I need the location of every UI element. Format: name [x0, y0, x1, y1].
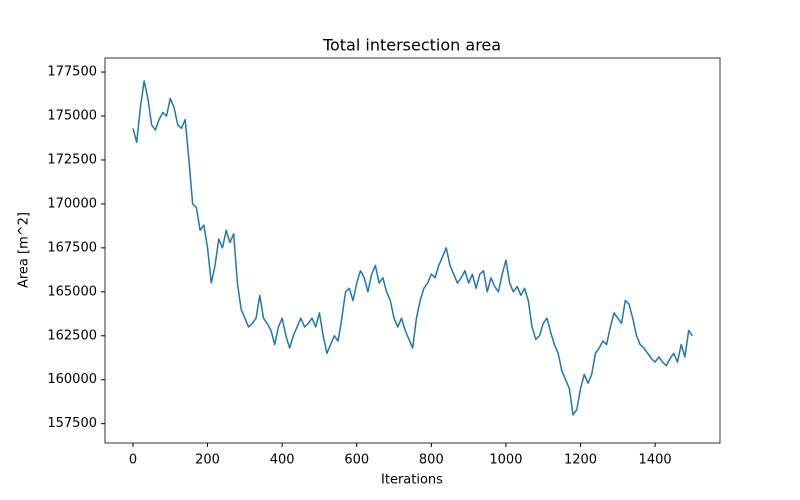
y-tick-label: 165000: [47, 284, 97, 299]
y-tick-label: 170000: [47, 196, 97, 211]
x-tick-label: 200: [195, 453, 220, 468]
x-tick-label: 0: [129, 453, 137, 468]
y-tick-label: 177500: [47, 65, 97, 80]
y-tick-label: 172500: [47, 152, 97, 167]
y-tick-label: 167500: [47, 240, 97, 255]
chart-title: Total intersection area: [322, 36, 501, 55]
y-axis-label: Area [m^2]: [17, 212, 32, 288]
y-tick-label: 175000: [47, 109, 97, 124]
x-tick-label: 600: [344, 453, 369, 468]
x-tick-label: 1000: [489, 453, 522, 468]
x-tick-label: 1400: [639, 453, 672, 468]
x-tick-label: 1200: [564, 453, 597, 468]
x-tick-label: 400: [270, 453, 295, 468]
x-axis-label: Iterations: [381, 473, 443, 488]
y-tick-label: 162500: [47, 328, 97, 343]
y-tick-label: 160000: [47, 372, 97, 387]
x-tick-label: 800: [419, 453, 444, 468]
y-tick-label: 157500: [47, 416, 97, 431]
data-line: [132, 80, 694, 416]
plot-frame: [104, 57, 721, 444]
